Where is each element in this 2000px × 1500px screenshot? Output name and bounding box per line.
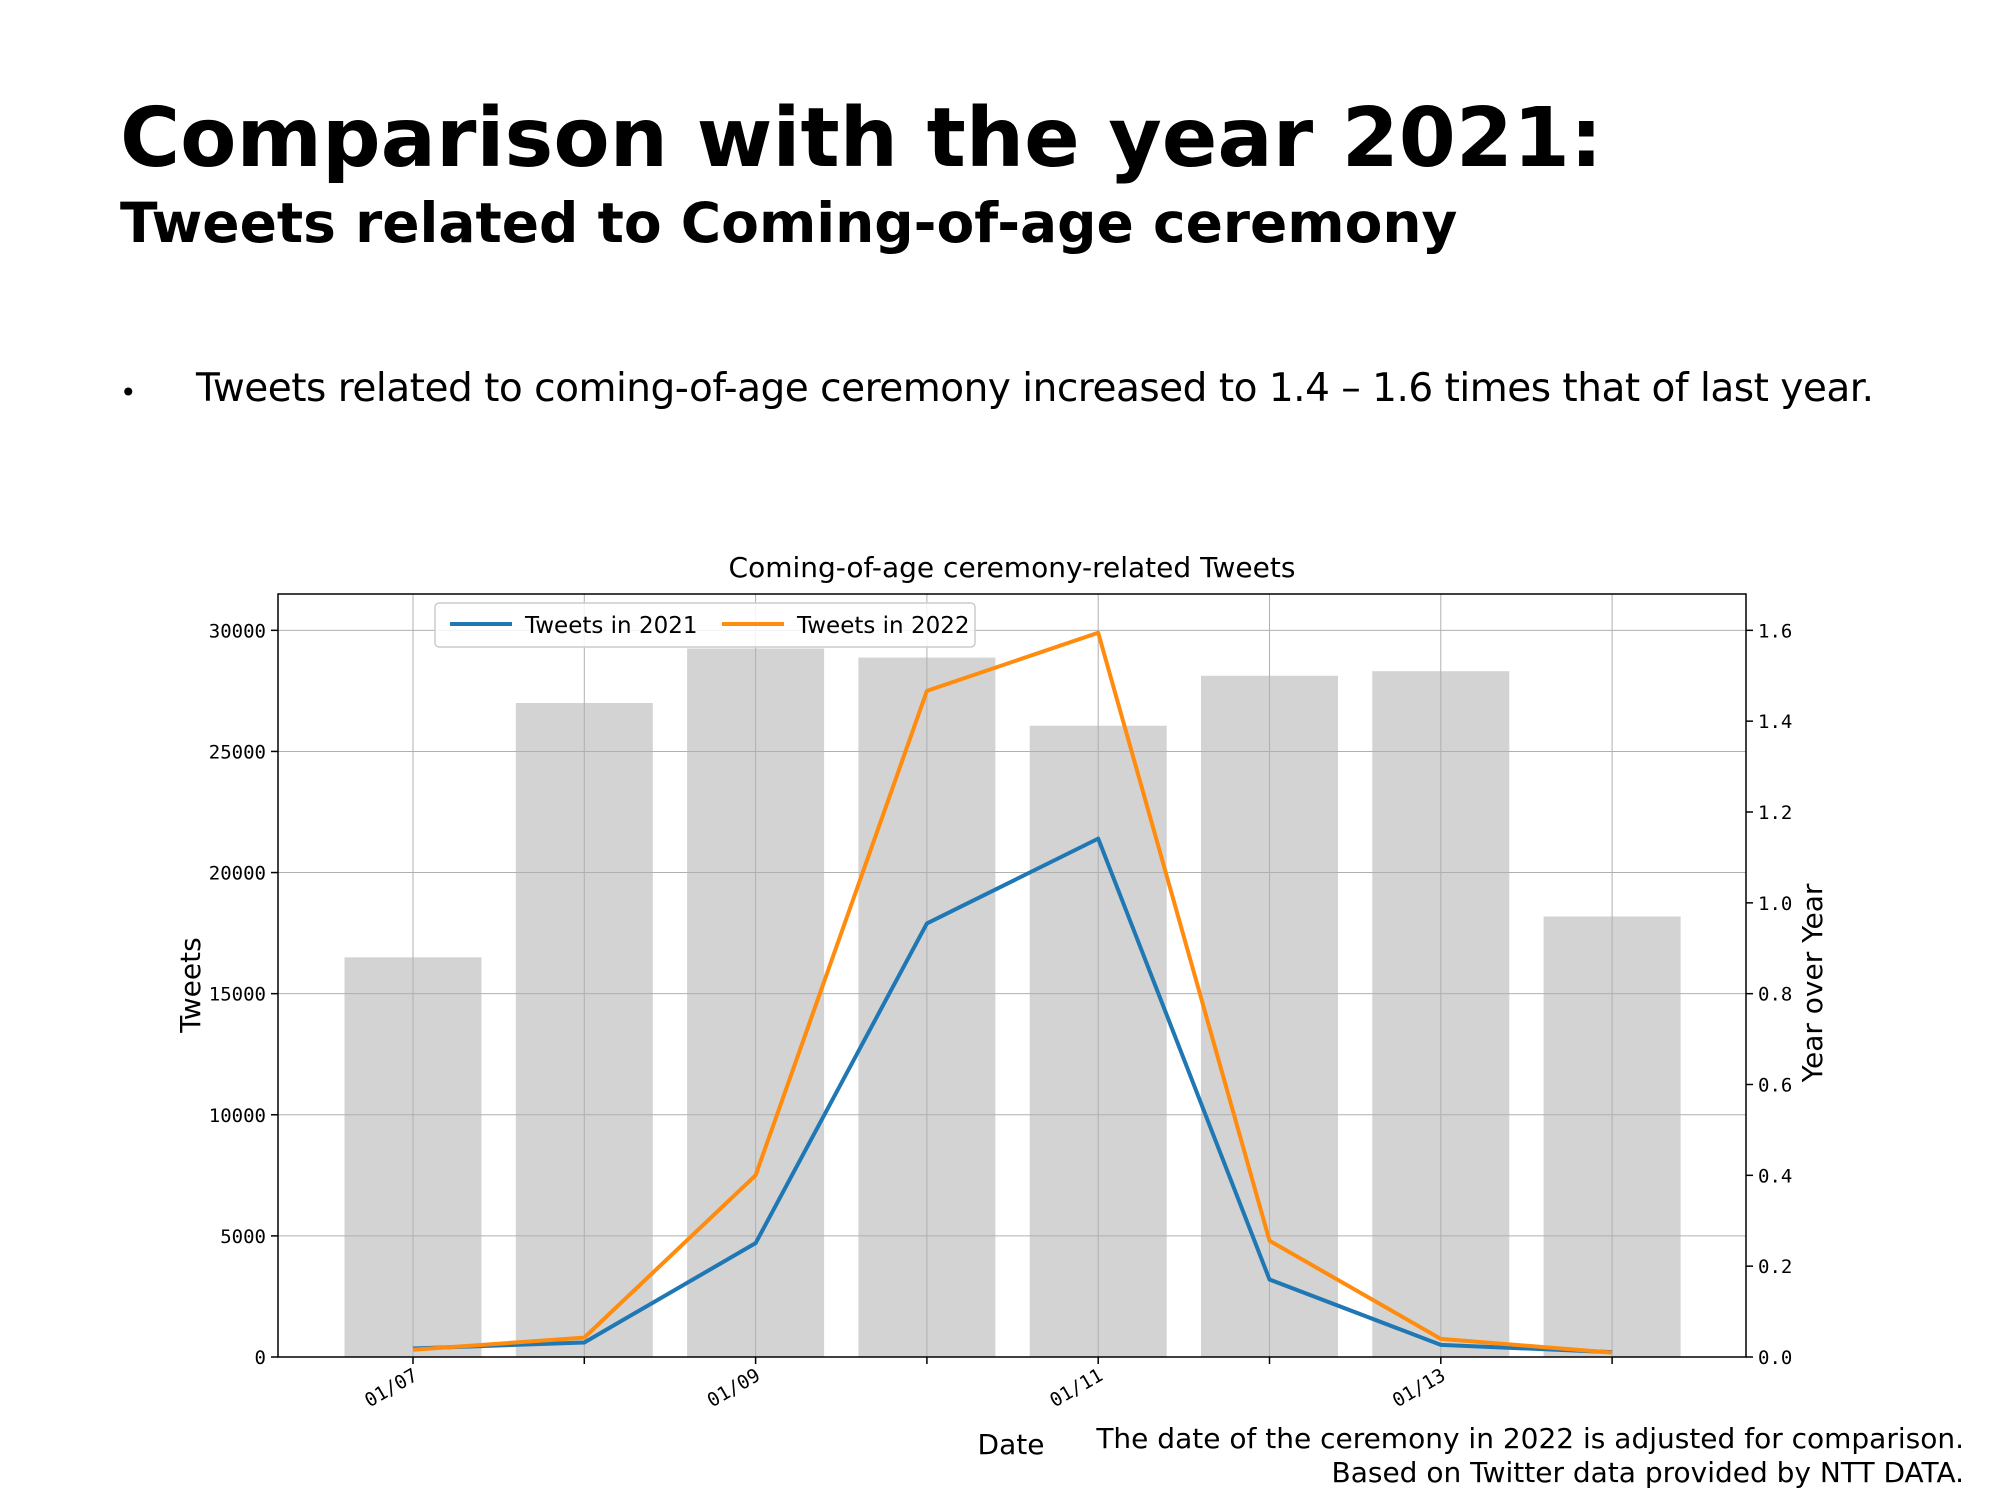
y-tick-label: 0 [255, 1347, 266, 1369]
series-line-1 [412, 630, 1613, 1355]
y-axis-label: Tweets [174, 937, 207, 1033]
y2-tick-label: 0.0 [1758, 1347, 1792, 1369]
y2-tick-label: 0.4 [1758, 1165, 1792, 1187]
x-tick-label: 01/07 [361, 1364, 422, 1412]
x-tick-label: 01/11 [1046, 1364, 1107, 1412]
y2-tick-label: 0.6 [1758, 1075, 1792, 1097]
y2-axis-label: Year over Year [1796, 883, 1829, 1083]
slide-subtitle: Tweets related to Coming-of-age ceremony [120, 191, 1458, 255]
y-tick-label: 5000 [220, 1226, 266, 1248]
y2-tick-label: 0.2 [1758, 1256, 1792, 1278]
x-axis-label: Date [978, 1428, 1045, 1461]
bullet-text: Tweets related to coming-of-age ceremony… [196, 366, 1874, 411]
legend-label-0: Tweets in 2021 [524, 613, 697, 639]
legend-box [434, 602, 976, 648]
y-tick-label: 25000 [209, 741, 266, 763]
series-line-0 [412, 836, 1613, 1355]
x-tick-label: 01/09 [704, 1364, 765, 1412]
bullet-marker: • [120, 376, 137, 409]
y2-tick-label: 1.6 [1758, 620, 1792, 642]
y-tick-label: 10000 [209, 1105, 266, 1127]
y2-tick-label: 1.4 [1758, 711, 1792, 733]
legend-label-1: Tweets in 2022 [796, 613, 969, 639]
footnote-source: Based on Twitter data provided by NTT DA… [1331, 1456, 1964, 1489]
x-tick-label: 01/13 [1389, 1364, 1450, 1412]
slide-title: Comparison with the year 2021: [120, 91, 1603, 186]
y2-tick-label: 0.8 [1758, 984, 1792, 1006]
plot-frame [277, 593, 1747, 1358]
chart-title: Coming-of-age ceremony-related Tweets [729, 551, 1296, 584]
y2-tick-label: 1.0 [1758, 893, 1792, 915]
footnote-adjustment: The date of the ceremony in 2022 is adju… [1096, 1422, 1964, 1455]
y-tick-label: 20000 [209, 863, 266, 885]
y2-tick-label: 1.2 [1758, 802, 1792, 824]
y-tick-label: 30000 [209, 620, 266, 642]
y-tick-label: 15000 [209, 984, 266, 1006]
